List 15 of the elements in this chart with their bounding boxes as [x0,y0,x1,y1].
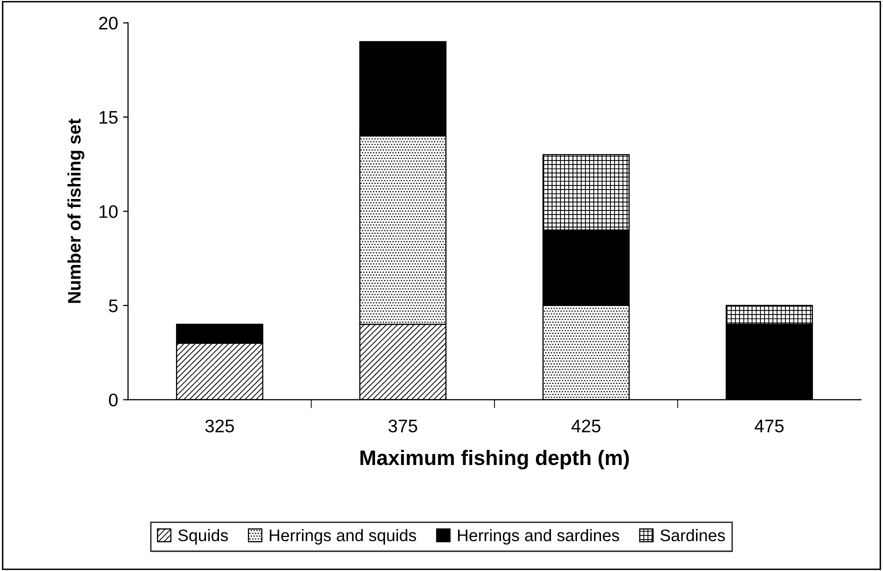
y-tick-label: 20 [99,16,118,30]
y-axis-title: Number of fishing set [67,118,84,303]
y-tick-label: 10 [100,205,118,218]
x-tick-label: 375 [388,420,418,432]
legend-label: Sardines [660,529,725,542]
x-tick-label: 425 [571,420,600,432]
y-tick-label: 0 [108,394,118,406]
x-tick-label: 475 [754,420,784,432]
x-tick-label: 325 [205,420,234,432]
legend-label: Herrings and squids [270,529,416,545]
legend-label: Squids [178,529,228,545]
y-tick-label: 5 [108,300,118,312]
legend-label: Herrings and sardines [458,529,620,545]
x-axis-title: Maximum fishing depth (m) [360,450,629,470]
y-tick-label: 15 [100,111,118,124]
